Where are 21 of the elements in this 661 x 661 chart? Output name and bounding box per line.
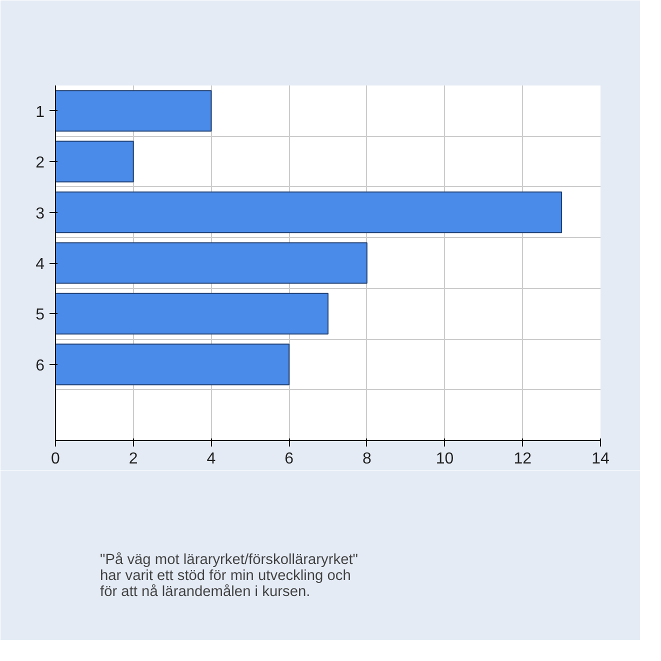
y-tick-label: 3: [36, 205, 45, 222]
x-tick-label: 10: [436, 450, 454, 468]
x-tick-label: 14: [592, 450, 610, 468]
bar: [56, 192, 562, 234]
bar: [56, 344, 290, 386]
y-tick-label: 1: [36, 104, 45, 121]
y-tick-label: 2: [36, 154, 45, 172]
x-tick-label: 4: [206, 450, 216, 468]
bar: [56, 140, 134, 182]
text: "På väg mot läraryrket/förskolläraryrket" har varit ett stöd för min utveckling och för att nå lärandemålen i kursen.: [100, 552, 358, 600]
y-tick-label: 4: [36, 256, 45, 273]
x-tick-label: 12: [514, 450, 532, 468]
y-tick-label: 6: [36, 357, 45, 374]
x-tick-label: 0: [51, 450, 60, 468]
y-tick-label: 5: [36, 306, 45, 324]
x-tick-label: 6: [284, 450, 294, 468]
bar: [56, 242, 368, 284]
x-tick-label: 2: [128, 450, 138, 468]
x-tick-label: 8: [362, 450, 372, 468]
bar: [56, 90, 212, 132]
bar: [56, 292, 328, 334]
